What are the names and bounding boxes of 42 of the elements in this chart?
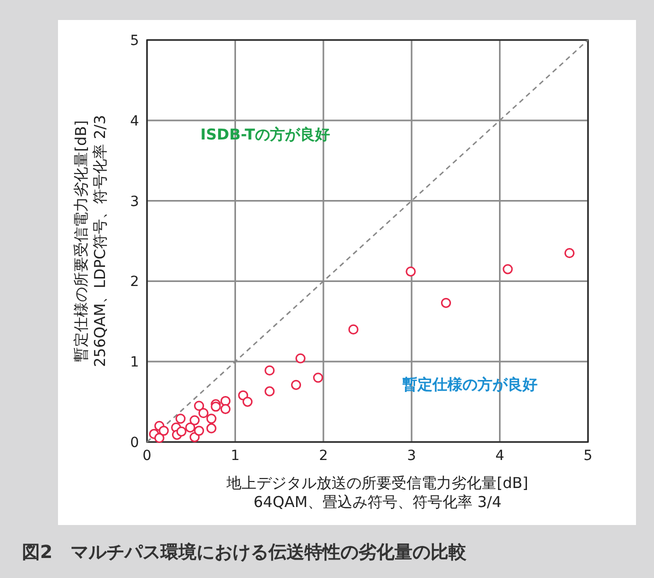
point: [194, 426, 204, 436]
point: [242, 396, 253, 407]
point: [175, 414, 186, 424]
point: [210, 402, 221, 412]
point: [154, 432, 164, 444]
point: [206, 414, 216, 424]
point: [313, 372, 324, 383]
point: [264, 386, 275, 396]
y-tick-label: 3: [130, 194, 139, 210]
x-axis-title: 地上デジタル放送の所要受信電力劣化量[dB] 64QAM、畳込み符号、符号化率 3/4: [226, 474, 528, 511]
point: [291, 380, 302, 390]
point: [406, 266, 416, 277]
point: [185, 422, 196, 433]
point: [564, 248, 575, 258]
point: [348, 324, 358, 334]
point: [194, 400, 204, 411]
point: [176, 426, 186, 437]
y-tick-label: 1: [130, 354, 139, 371]
annotation: 暫定仕様の方が良好: [402, 375, 538, 394]
x-tick-label: 1: [230, 448, 240, 464]
x-tick-label: 2: [318, 448, 328, 464]
point: [206, 423, 216, 434]
point: [198, 408, 208, 418]
x-tick-label: 0: [142, 448, 152, 464]
point: [264, 365, 275, 376]
x-tick-label: 5: [584, 448, 592, 464]
point: [440, 298, 452, 308]
point: [190, 415, 200, 426]
y-tick-label: 0: [130, 435, 139, 451]
point: [220, 404, 231, 414]
y-tick-label: 2: [130, 274, 139, 290]
x-tick-label: 4: [495, 448, 504, 464]
point: [295, 353, 306, 364]
point: [158, 426, 169, 436]
y-axis-title: 暫定仕様の所要受信電力劣化量[dB] 256QAM、LDPC符号、符号化率 2/3: [72, 115, 109, 367]
point: [502, 264, 513, 274]
y-tick-label: 4: [130, 113, 140, 130]
annotation: ISDB-Tの方が良好: [200, 125, 330, 144]
y-tick-label: 5: [130, 33, 139, 49]
text: 図2 マルチパス環境における伝送特性の劣化量の比較: [22, 542, 468, 563]
point: [220, 396, 231, 406]
x-tick-label: 3: [407, 448, 416, 464]
